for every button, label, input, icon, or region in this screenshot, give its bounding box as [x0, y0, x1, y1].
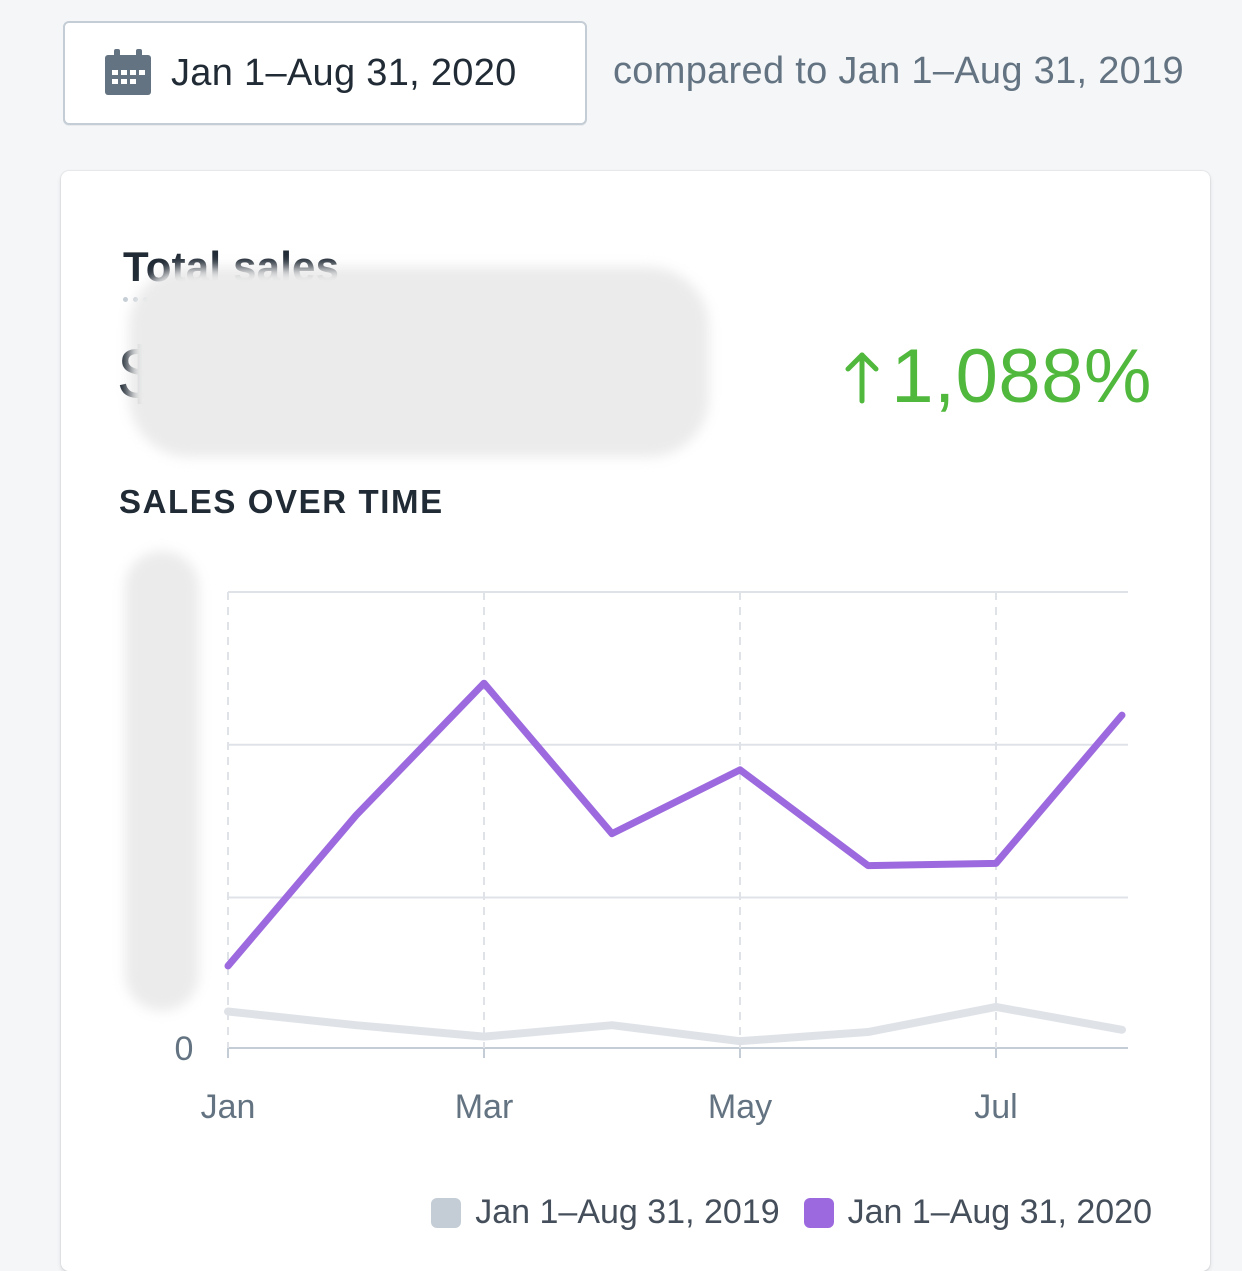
total-sales-card: Total sales $ 1,088% SALES OVER TIME Jan… [61, 171, 1210, 1271]
legend-item-current[interactable]: Jan 1–Aug 31, 2020 [803, 1193, 1152, 1232]
date-range-label: Jan 1–Aug 31, 2020 [171, 51, 517, 94]
sales-over-time-chart: Jan Mar May Jul 0 [175, 591, 1128, 1126]
date-range-picker-button[interactable]: Jan 1–Aug 31, 2020 [63, 21, 587, 125]
sales-growth-indicator: 1,088% [841, 333, 1152, 420]
legend-label-current: Jan 1–Aug 31, 2020 [847, 1193, 1152, 1231]
chart-legend: Jan 1–Aug 31, 2019 Jan 1–Aug 31, 2020 [407, 1193, 1152, 1232]
y-tick-label: 0 [175, 1030, 194, 1068]
redacted-y-axis-labels [125, 551, 199, 1011]
redacted-total-amount [129, 267, 709, 457]
sales-over-time-heading: SALES OVER TIME [119, 483, 444, 520]
series-line-2020 [224, 679, 1126, 970]
x-tick-label: May [708, 1088, 772, 1126]
calendar-icon [105, 49, 151, 95]
comparison-period-text: compared to Jan 1–Aug 31, 2019 [613, 50, 1184, 92]
arrow-up-icon [845, 352, 879, 403]
legend-swatch-previous [431, 1197, 462, 1228]
x-tick-label: Mar [455, 1088, 514, 1126]
growth-percentage: 1,088% [891, 334, 1152, 419]
legend-label-previous: Jan 1–Aug 31, 2019 [475, 1193, 780, 1231]
x-tick-label: Jul [974, 1088, 1017, 1126]
legend-item-previous[interactable]: Jan 1–Aug 31, 2019 [431, 1193, 780, 1232]
x-tick-label: Jan [201, 1088, 256, 1126]
series-line-2019 [224, 1002, 1126, 1046]
legend-swatch-current [803, 1197, 834, 1228]
